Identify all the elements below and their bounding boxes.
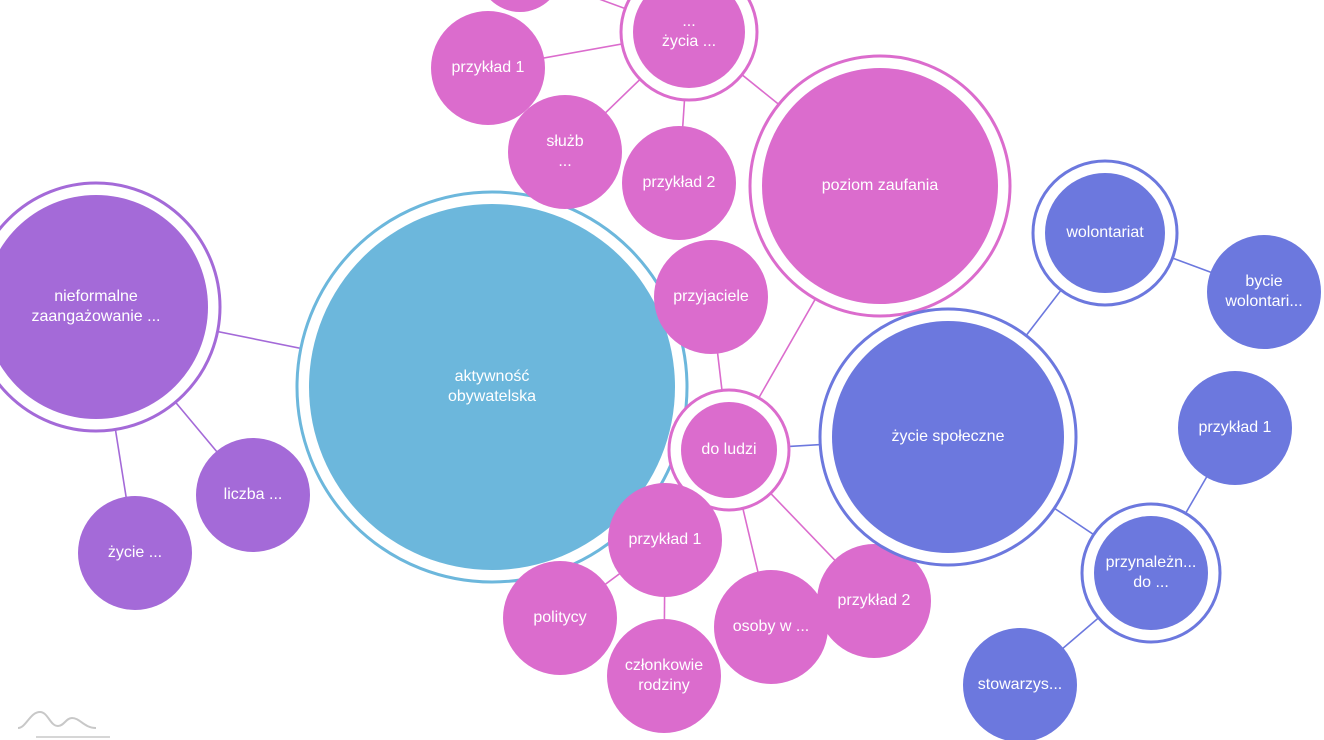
node-do-ludzi[interactable]: do ludzi — [667, 388, 791, 512]
node-circle — [607, 619, 721, 733]
node-circle — [608, 483, 722, 597]
node-label: członkowie — [625, 657, 703, 674]
node-politycy[interactable]: politycy — [503, 561, 617, 675]
node-przynaleznosc[interactable]: przynależn... do ... — [1080, 502, 1222, 644]
node-label: życie ... — [108, 544, 162, 561]
node-label: nieformalne — [54, 288, 138, 305]
node-sluzb[interactable]: służb... — [508, 95, 622, 209]
node-label: przyjaciele — [673, 288, 749, 305]
node-center[interactable]: aktywność obywatelska — [295, 190, 689, 584]
node-circle — [832, 321, 1064, 553]
node-circle — [431, 11, 545, 125]
node-circle — [1045, 173, 1165, 293]
node-label: stowarzys... — [978, 676, 1062, 693]
node-przyklad1-blue[interactable]: przykład 1 — [1178, 371, 1292, 485]
node-label: poziom zaufania — [822, 177, 939, 194]
node-przyjaciele[interactable]: przyjaciele — [654, 240, 768, 354]
node-label: do ludzi — [701, 441, 756, 458]
node-przyklad1-bot[interactable]: przykład 1 — [608, 483, 722, 597]
node-osoby[interactable]: osoby w ... — [714, 570, 828, 684]
node-label: zaangażowanie ... — [32, 308, 161, 325]
node-circle — [508, 95, 622, 209]
node-wolontariat[interactable]: wolontariat — [1031, 159, 1179, 307]
node-circle — [622, 126, 736, 240]
node-przyklad1-top[interactable]: przykład 1 — [431, 11, 545, 125]
mountain-logo-icon — [17, 710, 110, 738]
node-circle — [681, 402, 777, 498]
node-circle — [0, 195, 208, 419]
node-label: życia ... — [662, 33, 716, 50]
node-circle — [1094, 516, 1208, 630]
node-przyklad2-bot[interactable]: przykład 2 — [817, 544, 931, 658]
node-poziom[interactable]: poziom zaufania — [748, 54, 1012, 318]
node-zycie-spoleczne[interactable]: życie społeczne — [818, 307, 1078, 567]
node-label: służb — [546, 133, 583, 150]
node-label: rodziny — [638, 677, 690, 694]
node-label: przykład 1 — [1199, 419, 1272, 436]
node-circle — [762, 68, 998, 304]
node-circle — [1207, 235, 1321, 349]
node-circle — [78, 496, 192, 610]
node-label: wolontariat — [1065, 224, 1144, 241]
node-label: osoby w ... — [733, 618, 809, 635]
node-circle — [654, 240, 768, 354]
node-label: przykład 2 — [838, 592, 911, 609]
node-label: ... — [682, 13, 695, 30]
node-label: politycy — [533, 609, 586, 626]
node-zycia-top[interactable]: ... życia ... — [619, 0, 759, 102]
node-nieformalne[interactable]: nieformalne zaangażowanie ... — [0, 181, 222, 433]
node-circle — [714, 570, 828, 684]
node-circle — [633, 0, 745, 88]
node-label: aktywność — [455, 368, 530, 385]
node-label: liczba ... — [224, 486, 283, 503]
node-circle — [503, 561, 617, 675]
node-circle — [196, 438, 310, 552]
node-liczba[interactable]: liczba ... — [196, 438, 310, 552]
node-label: życie społeczne — [892, 428, 1005, 445]
node-label: przykład 2 — [643, 174, 716, 191]
node-label: do ... — [1133, 574, 1169, 591]
node-label: bycie — [1245, 273, 1282, 290]
node-label: wolontari... — [1224, 293, 1302, 310]
node-circle — [309, 204, 675, 570]
node-circle — [1178, 371, 1292, 485]
node-circle — [963, 628, 1077, 740]
node-label: ... — [558, 153, 571, 170]
node-przyklad2-top[interactable]: przykład 2 — [622, 126, 736, 240]
node-bycie[interactable]: bycie wolontari... — [1207, 235, 1321, 349]
node-label: przykład 1 — [629, 531, 702, 548]
node-label: obywatelska — [448, 388, 536, 405]
node-zycie-purple[interactable]: życie ... — [78, 496, 192, 610]
node-czlonkowie[interactable]: członkowie rodziny — [607, 619, 721, 733]
node-stowarzys[interactable]: stowarzys... — [963, 628, 1077, 740]
node-label: przynależn... — [1106, 554, 1197, 571]
node-circle — [490, 0, 550, 12]
node-circle — [817, 544, 931, 658]
node-label: przykład 1 — [452, 59, 525, 76]
node-top-partial[interactable] — [478, 0, 562, 12]
